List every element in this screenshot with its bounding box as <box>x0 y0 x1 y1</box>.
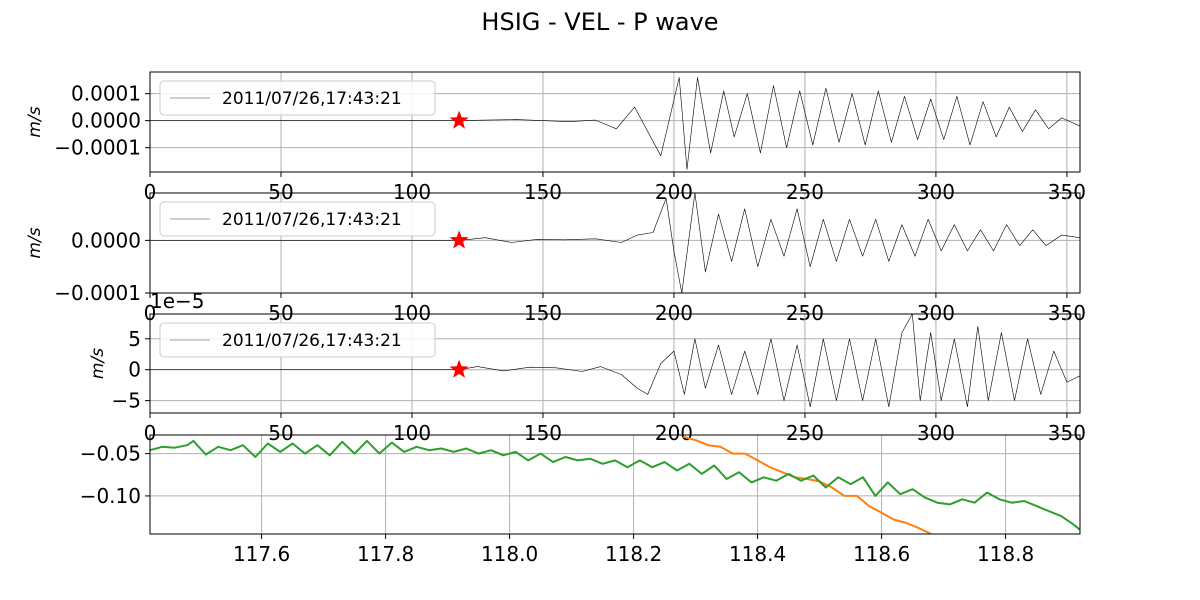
y-tick-label: 0.0000 <box>71 228 141 252</box>
x-tick-label: 118.8 <box>977 542 1034 566</box>
x-tick-label: 50 <box>268 421 293 445</box>
panel-2: 0 50 100 150 200 250 300 350−0.00010.0000m/s201… <box>25 192 1086 325</box>
legend-label: 2011/07/26,17:43:21 <box>222 331 402 351</box>
seismic-trace-line <box>150 193 1080 293</box>
x-tick-label: 150 <box>524 421 562 445</box>
x-tick-label: 250 <box>786 421 824 445</box>
green-series-line <box>150 439 1080 531</box>
p-arrival-star-marker <box>449 359 469 378</box>
y-tick-label: −0.10 <box>80 484 141 508</box>
y-tick-label: 0 <box>128 358 141 382</box>
x-tick-label: 0 <box>144 180 157 204</box>
y-axis-label: m/s <box>88 348 108 379</box>
x-tick-label: 117.6 <box>233 542 290 566</box>
y-tick-label: 5 <box>128 327 141 351</box>
legend-box <box>159 80 436 116</box>
x-tick-label: 117.8 <box>357 542 414 566</box>
seismic-trace-line <box>150 77 1080 170</box>
x-tick-label: 118.4 <box>729 542 786 566</box>
y-tick-label: −0.05 <box>80 442 141 466</box>
y-axis-label: m/s <box>25 227 45 258</box>
y-tick-label: −0.0001 <box>54 136 141 160</box>
orange-series-line <box>682 435 932 534</box>
y-offset-label: 1e−5 <box>150 289 205 313</box>
axes-frame <box>149 192 1081 294</box>
axes-frame <box>149 313 1081 414</box>
panel-1: 0 50 100 150 200 250 300 350−0.00010.00000.0001… <box>25 71 1086 204</box>
seismic-trace-line <box>150 314 1080 408</box>
p-arrival-star-marker <box>449 230 469 249</box>
y-tick-label: 0.0001 <box>71 82 141 106</box>
panel-1-data <box>150 77 1080 170</box>
legend-box <box>159 201 436 237</box>
panel-4-data <box>150 435 1080 534</box>
panel-2-data <box>150 193 1080 293</box>
x-tick-label: 118.2 <box>605 542 662 566</box>
panel-3-data <box>150 314 1080 408</box>
panel-4: 117.6 117.8 118.0 118.2 118.4 118.6 118.8 −0.05… <box>80 434 1081 566</box>
x-tick-label: 100 <box>393 421 431 445</box>
figure-title: HSIG - VEL - P wave <box>481 8 719 36</box>
y-tick-label: −0.0001 <box>54 281 141 305</box>
axes-frame <box>149 434 1081 535</box>
axes-frame <box>149 71 1081 173</box>
x-tick-label: 0 <box>144 301 157 325</box>
p-arrival-star-marker <box>449 110 469 129</box>
y-axis-label: m/s <box>25 106 45 137</box>
x-tick-label: 118.0 <box>481 542 538 566</box>
x-tick-label: 0 <box>144 421 157 445</box>
panel-3: 0 50 100 150 200 250 300 350−505m/s1e−52011/07/… <box>88 289 1086 445</box>
x-tick-label: 118.6 <box>853 542 910 566</box>
x-tick-label: 200 <box>655 421 693 445</box>
legend-box <box>159 322 436 358</box>
y-tick-label: −5 <box>112 389 141 413</box>
x-tick-label: 300 <box>917 421 955 445</box>
legend-label: 2011/07/26,17:43:21 <box>222 210 402 230</box>
legend-label: 2011/07/26,17:43:21 <box>222 89 402 109</box>
y-tick-label: 0.0000 <box>71 109 141 133</box>
